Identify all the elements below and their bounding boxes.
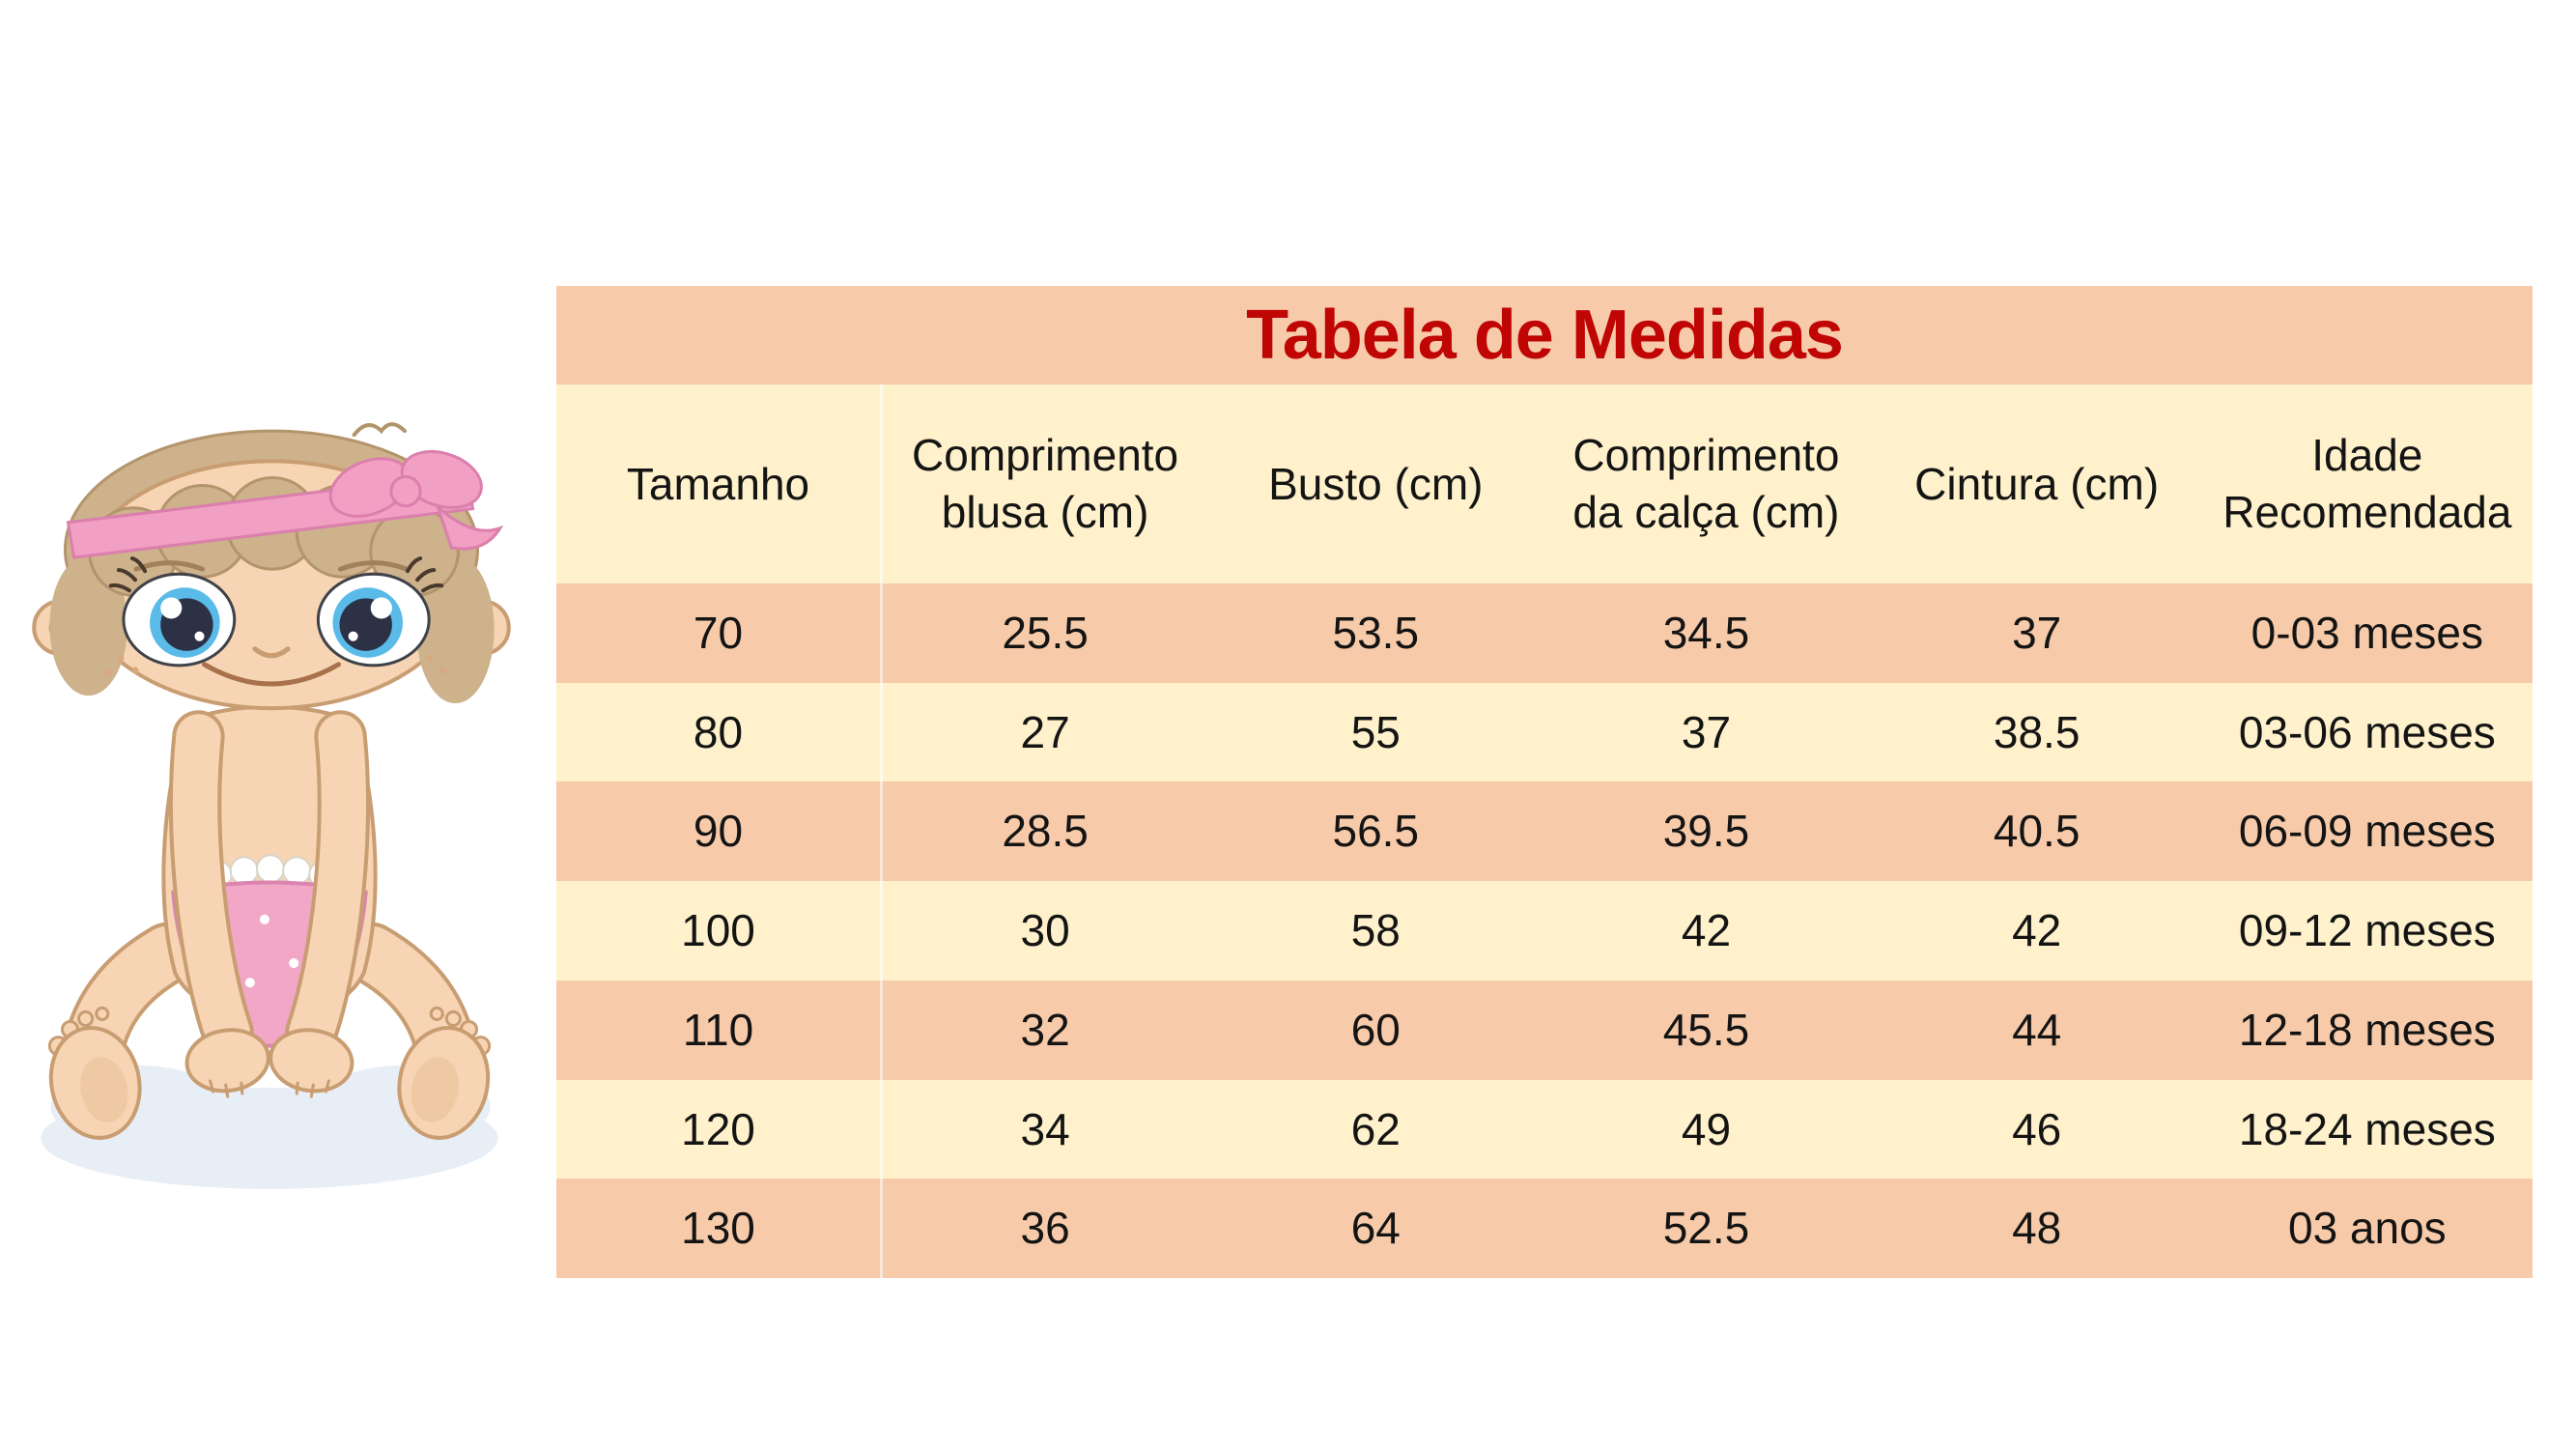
header-cell: Tamanho [626, 458, 810, 509]
header-cell: Cintura (cm) [1914, 458, 2160, 509]
table-cell: 58 [1350, 905, 1401, 956]
hair-side-right [416, 555, 495, 704]
table-cell: 52.5 [1662, 1203, 1750, 1254]
table-row: 100 30 58 42 42 09-12 meses [556, 881, 2533, 980]
table-cell: 34 [1020, 1103, 1070, 1154]
table-cell: 0-03 meses [2250, 607, 2484, 658]
table-cell: 62 [1350, 1103, 1401, 1154]
nose [252, 646, 291, 659]
baby-illustration [12, 413, 527, 1221]
header-cell: Comprimento blusa (cm) [912, 430, 1179, 537]
table-row: 130 36 64 52.5 48 03 anos [556, 1179, 2533, 1279]
table-row: 120 34 62 49 46 18-24 meses [556, 1079, 2533, 1179]
header-cell: Busto (cm) [1268, 458, 1484, 509]
table-cell: 53.5 [1332, 607, 1420, 658]
table-cell: 25.5 [1002, 607, 1089, 658]
table-cell: 120 [681, 1103, 755, 1154]
baby-girl-icon [32, 422, 511, 1189]
table-cell: 64 [1350, 1203, 1401, 1254]
table-cell: 56.5 [1332, 806, 1420, 857]
table-cell: 28.5 [1002, 806, 1089, 857]
table-cell: 48 [2012, 1203, 2062, 1254]
table-row: 80 27 55 37 38.5 03-06 meses [556, 682, 2533, 782]
table-cell: 36 [1020, 1203, 1070, 1254]
table-cell: 70 [693, 607, 744, 658]
freckles [105, 655, 446, 676]
table-cell: 100 [681, 905, 755, 956]
right-eye [316, 556, 444, 668]
table-row: 70 25.5 53.5 34.5 37 0-03 meses [556, 583, 2533, 683]
table-cell: 49 [1681, 1103, 1732, 1154]
page-title: Tabela de Medidas [1246, 297, 1844, 374]
table-cell: 34.5 [1662, 607, 1750, 658]
table-cell: 39.5 [1662, 806, 1750, 857]
header-cell: Comprimento da calça (cm) [1572, 430, 1840, 537]
table-body: 70 25.5 53.5 34.5 37 0-03 meses 80 27 55 37 38.5 03… [556, 583, 2533, 1279]
hands [184, 1028, 354, 1098]
table-title-band: Tabela de Medidas [556, 286, 2533, 384]
table-cell: 03-06 meses [2238, 706, 2496, 757]
table-cell: 90 [693, 806, 744, 857]
table-cell: 32 [1020, 1004, 1070, 1055]
table-cell: 18-24 meses [2238, 1103, 2496, 1154]
table-cell: 37 [2012, 607, 2062, 658]
bow [328, 450, 504, 551]
left-foot [47, 1006, 142, 1140]
table-header-row: Tamanho Comprimento blusa (cm) Busto (cm) C… [556, 384, 2533, 583]
right-foot [397, 1006, 492, 1140]
table-cell: 27 [1020, 706, 1070, 757]
table-cell: 46 [2012, 1103, 2062, 1154]
table-cell: 44 [2012, 1004, 2062, 1055]
table-cell: 130 [681, 1203, 755, 1254]
mouth [201, 662, 342, 687]
table-cell: 42 [1681, 905, 1732, 956]
table-row: 110 32 60 45.5 44 12-18 meses [556, 980, 2533, 1080]
header-cell: Idade Recomendada [2222, 430, 2512, 537]
hair-tuft [352, 422, 408, 438]
table-cell: 03 anos [2287, 1203, 2447, 1254]
table-cell: 40.5 [1993, 806, 2081, 857]
hair-side-left [49, 555, 127, 696]
table-cell: 06-09 meses [2238, 806, 2496, 857]
table-cell: 42 [2012, 905, 2062, 956]
table-cell: 55 [1350, 706, 1401, 757]
left-eye [108, 556, 237, 668]
table-cell: 60 [1350, 1004, 1401, 1055]
table-cell: 09-12 meses [2238, 905, 2496, 956]
size-table: Tabela de Medidas Tamanho Comprimento blu… [556, 286, 2533, 1279]
head [32, 422, 511, 711]
table-cell: 45.5 [1662, 1004, 1750, 1055]
table-row: 90 28.5 56.5 39.5 40.5 06-09 meses [556, 781, 2533, 882]
table-cell: 80 [693, 706, 744, 757]
table-cell: 110 [682, 1004, 754, 1055]
table-cell: 30 [1020, 905, 1070, 956]
table-cell: 38.5 [1993, 706, 2081, 757]
table-cell: 12-18 meses [2238, 1004, 2496, 1055]
table-cell: 37 [1681, 706, 1732, 757]
